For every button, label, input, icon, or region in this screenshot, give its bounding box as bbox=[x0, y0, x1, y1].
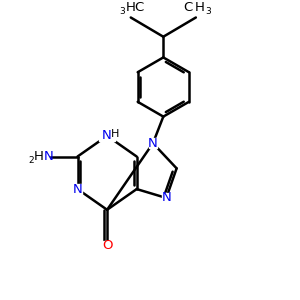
Text: N: N bbox=[44, 150, 53, 163]
Bar bbox=[162, 193, 170, 203]
Text: 2: 2 bbox=[28, 156, 34, 165]
Text: 3: 3 bbox=[120, 7, 125, 16]
Text: C: C bbox=[134, 1, 144, 13]
Bar bbox=[149, 139, 157, 148]
Bar bbox=[185, 3, 206, 13]
Text: N: N bbox=[161, 191, 171, 204]
Bar bbox=[103, 241, 111, 250]
Text: 3: 3 bbox=[206, 7, 211, 16]
Text: H: H bbox=[111, 129, 120, 139]
Bar bbox=[120, 3, 141, 13]
Bar bbox=[29, 152, 50, 162]
Bar bbox=[99, 131, 115, 141]
Text: C: C bbox=[183, 1, 192, 13]
Text: N: N bbox=[102, 129, 112, 142]
Text: H: H bbox=[34, 150, 44, 163]
Text: H: H bbox=[194, 1, 204, 13]
Text: O: O bbox=[102, 239, 112, 252]
Text: N: N bbox=[148, 137, 158, 150]
Bar bbox=[74, 184, 82, 194]
Text: H: H bbox=[126, 1, 136, 13]
Text: N: N bbox=[73, 183, 82, 196]
